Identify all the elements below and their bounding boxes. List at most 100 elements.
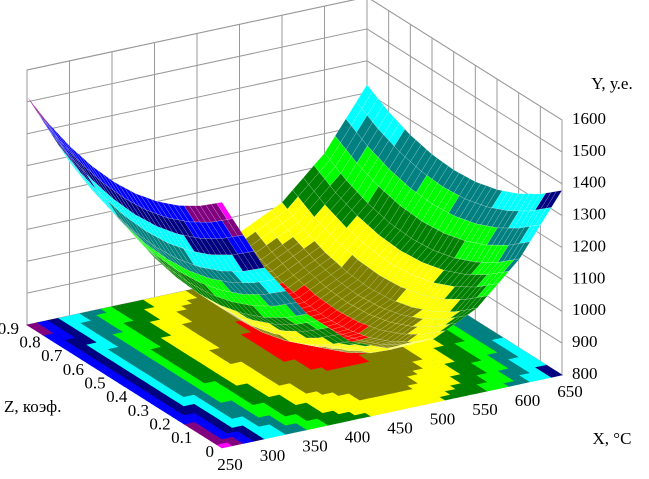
surface-cell <box>518 209 536 229</box>
surface-cell <box>156 213 174 233</box>
z-axis-title: Z, коэф. <box>4 397 61 416</box>
surface-cell <box>118 202 135 224</box>
surface-cell <box>309 298 327 311</box>
surface-cell <box>225 308 242 320</box>
z-tick-label: 0.6 <box>63 360 84 379</box>
surface-cell <box>279 290 297 304</box>
surface-cell <box>300 313 319 322</box>
surface-cell <box>363 327 381 338</box>
surface-cell <box>427 251 445 267</box>
surface-cell <box>322 344 339 348</box>
surface-cell <box>155 256 172 274</box>
surface-cell <box>128 226 146 244</box>
surface-cell <box>305 344 322 348</box>
surface-cell <box>216 201 234 220</box>
surface-cell <box>464 223 482 243</box>
z-tick-label: 0.9 <box>0 319 19 338</box>
surface-cell <box>172 204 190 223</box>
surface-cell <box>139 206 157 227</box>
surface-cell <box>48 123 65 146</box>
surface-cell <box>102 189 119 211</box>
z-tick-label: 0.8 <box>19 333 40 352</box>
surface-cell <box>327 346 344 350</box>
surface-cell <box>235 316 253 327</box>
surface-cell <box>183 205 201 223</box>
surface-cell <box>53 129 71 152</box>
surface-cell <box>316 328 335 337</box>
surface-cell <box>295 342 312 346</box>
surface-cell <box>209 299 226 310</box>
labels: 800 900 1000 1100 1200 1300 1400 1500 1600 250 300… <box>0 109 606 474</box>
surface-cell <box>91 179 108 201</box>
surface-cell <box>393 128 411 153</box>
x-tick-label: 600 <box>515 391 541 410</box>
z-tick-label: 0.4 <box>106 387 128 406</box>
surface-cell <box>145 230 162 251</box>
surface-cell <box>258 316 275 325</box>
surface-cell <box>150 198 169 219</box>
surface-cell <box>252 319 269 329</box>
surface-cell <box>189 205 206 223</box>
surface-cell <box>411 318 430 327</box>
surface-cell <box>263 326 280 335</box>
x-tick-label: 500 <box>430 409 456 428</box>
surface-cell <box>42 116 60 141</box>
surface-cell <box>357 314 376 325</box>
surface-cell <box>199 221 217 239</box>
surface-cell <box>352 335 371 341</box>
surface-cell <box>182 267 200 283</box>
surface-cell <box>230 291 249 306</box>
surface-cell <box>388 178 406 202</box>
surface-cell <box>155 250 173 267</box>
surface-cell <box>96 177 114 200</box>
z-tick-label: 0.7 <box>41 346 63 365</box>
surface-cell <box>42 119 60 143</box>
surface-cell <box>348 350 365 354</box>
surface-cell <box>336 302 354 314</box>
surface-cell <box>230 313 247 324</box>
surface-cell <box>352 297 370 309</box>
surface-cell <box>289 336 307 345</box>
surface-cell <box>241 312 259 322</box>
surface-cell <box>349 343 366 348</box>
surface-cell <box>258 267 276 281</box>
surface-cell <box>449 299 467 312</box>
surface-cell <box>161 227 179 247</box>
surface-cell <box>156 201 174 220</box>
x-tick-label: 400 <box>345 428 371 447</box>
surface-cell <box>279 303 297 317</box>
surface-cell <box>273 328 291 337</box>
y-tick-label: 1000 <box>572 300 606 319</box>
surface-cell <box>86 167 103 190</box>
surface-cell <box>214 279 233 293</box>
surface-cell <box>70 146 87 169</box>
surface-cell <box>345 101 363 127</box>
surface-cell <box>193 284 210 300</box>
surface-cell <box>199 237 217 255</box>
x-tick-label: 250 <box>217 455 243 474</box>
surface-cell <box>389 303 408 314</box>
surface-cell <box>101 200 118 219</box>
y-tick-label: 1400 <box>572 173 606 192</box>
surface-cell <box>443 286 461 300</box>
surface-cell <box>236 292 254 307</box>
surface-cell <box>320 290 338 303</box>
surface-cell <box>341 275 359 288</box>
surface-cell <box>407 340 424 345</box>
surface-cell <box>439 322 456 332</box>
surface-cell <box>336 329 355 335</box>
y-tick-label: 1500 <box>572 141 606 160</box>
surface-cell <box>332 349 349 353</box>
surface-cell <box>311 329 329 338</box>
surface-cell <box>370 347 387 352</box>
surface-cell <box>433 311 451 320</box>
surface-cell <box>356 145 374 170</box>
surface-cell <box>327 343 344 348</box>
y-tick-label: 1200 <box>572 236 606 255</box>
surface-cell <box>102 173 120 195</box>
surface-cell <box>491 244 509 263</box>
z-tick-label: 0.1 <box>171 428 192 447</box>
surface-cell <box>314 286 332 299</box>
grid-line <box>26 0 563 121</box>
surface-cell <box>407 339 424 344</box>
